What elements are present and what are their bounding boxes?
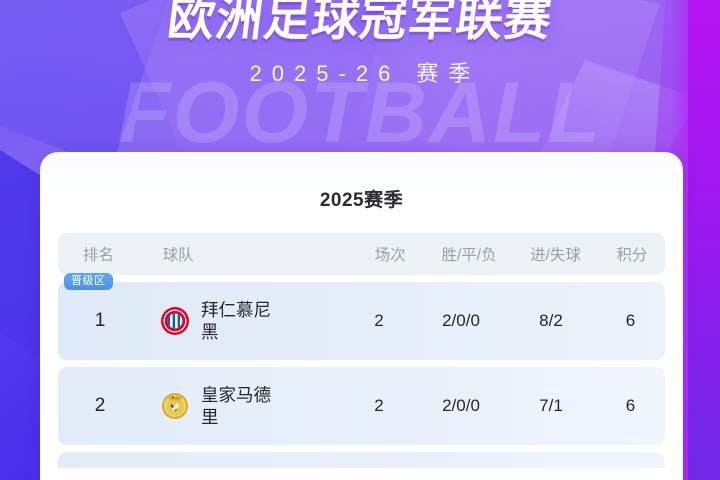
column-header-rank: 排名 bbox=[82, 247, 114, 264]
row-goals: 7/1 bbox=[539, 396, 563, 415]
qualification-zone-badge: 晋级区 bbox=[64, 273, 113, 291]
column-header-wdl: 胜/平/负 bbox=[441, 247, 497, 264]
column-header-team: 球队 bbox=[162, 247, 194, 264]
team-name: 拜仁慕尼黑 bbox=[201, 299, 271, 342]
row-wdl: 2/0/0 bbox=[442, 311, 480, 330]
row-games: 2 bbox=[374, 311, 384, 330]
rank-value: 1 bbox=[94, 310, 106, 331]
row-points: 6 bbox=[625, 396, 636, 415]
column-header-goals: 进/失球 bbox=[530, 247, 581, 264]
background-right-stripe bbox=[688, 0, 720, 480]
row-points: 6 bbox=[625, 311, 636, 330]
row-team[interactable]: 拜仁慕尼黑 bbox=[142, 299, 342, 344]
table-row[interactable]: 晋级区 1 bbox=[58, 273, 665, 360]
card-title: 2025赛季 bbox=[319, 190, 404, 211]
column-header-games: 场次 bbox=[374, 247, 406, 264]
table-row[interactable]: 2 皇家 bbox=[58, 367, 665, 445]
page-header: 欧洲足球冠军联赛 2025-26 赛季 bbox=[0, 0, 720, 88]
standings-card: 2025赛季 排名 球队 场次 胜/平/负 进/失球 积分 晋级区 1 bbox=[40, 152, 683, 480]
table-row-partial[interactable] bbox=[58, 452, 665, 468]
row-rank: 1 bbox=[58, 310, 142, 332]
rank-value: 2 bbox=[94, 395, 106, 416]
column-header-points: 积分 bbox=[616, 247, 648, 264]
row-rank: 2 bbox=[58, 395, 142, 417]
real-madrid-crest bbox=[160, 391, 190, 421]
season-subtitle: 2025-26 赛季 bbox=[249, 61, 481, 87]
table-header-row: 排名 球队 场次 胜/平/负 进/失球 积分 bbox=[58, 233, 665, 275]
team-name: 皇家马德里 bbox=[201, 384, 271, 427]
bayern-munich-crest bbox=[160, 306, 190, 336]
row-goals: 8/2 bbox=[539, 311, 563, 330]
standings-table: 排名 球队 场次 胜/平/负 进/失球 积分 晋级区 1 bbox=[58, 233, 665, 468]
row-games: 2 bbox=[374, 396, 384, 415]
row-wdl: 2/0/0 bbox=[442, 396, 480, 415]
page-title: 欧洲足球冠军联赛 bbox=[164, 0, 556, 45]
row-team[interactable]: 皇家马德里 bbox=[142, 384, 342, 429]
